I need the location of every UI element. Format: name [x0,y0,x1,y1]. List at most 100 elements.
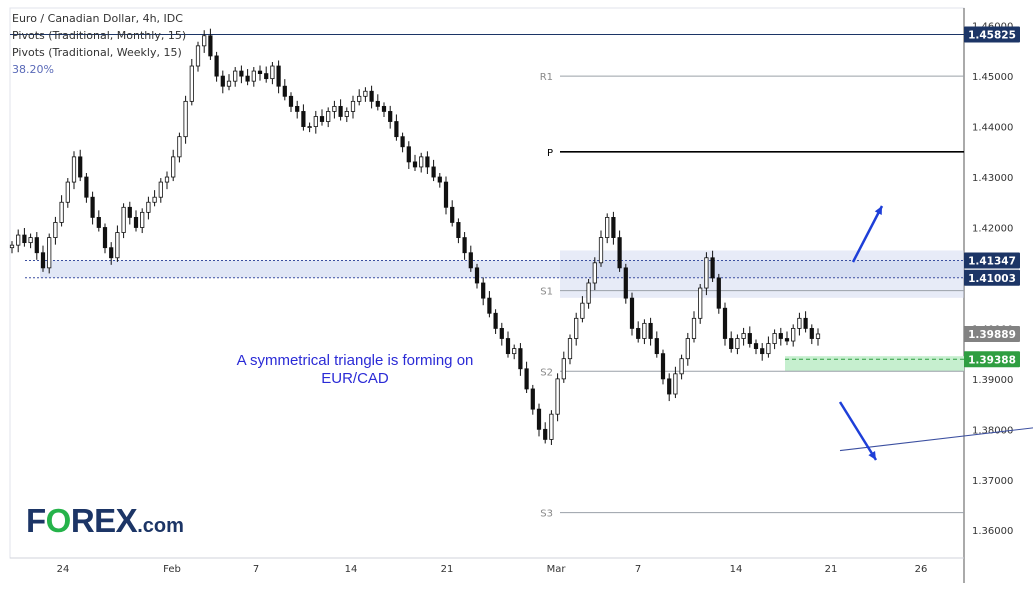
candle-body [171,156,176,178]
y-tick-label: 1.37000 [972,476,1013,487]
y-tick-label: 1.45000 [972,72,1013,83]
candle-body [16,234,21,246]
candle-body [555,378,560,415]
candle-body [239,70,244,77]
candle-body [270,65,275,80]
candle-body [766,343,771,355]
candle-body [233,70,238,82]
pivot-label-s1: S1 [540,287,553,298]
candle-body [685,338,690,360]
candle-body [282,85,287,97]
candle-body [567,338,573,360]
candle-body [96,217,101,228]
y-tick-label: 1.42000 [972,223,1013,234]
candle-body [388,111,393,122]
bullish-arrow-head [874,206,882,215]
x-tick-label: 7 [253,564,259,575]
candle-body [288,95,294,107]
candle-body [40,252,46,269]
symbol-title: Euro / Canadian Dollar, 4h, IDC [12,12,183,25]
candle-body [543,428,548,440]
candle-body [611,217,616,238]
candle-body [146,201,151,213]
candle-body [704,257,709,289]
candle-body [462,237,467,254]
candle-body [406,146,411,163]
x-tick-label: 24 [57,564,70,575]
price-badge-label: 1.41347 [968,255,1016,267]
bearish-arrow-head [868,451,876,460]
candle-body [9,244,15,249]
x-tick-label: 14 [730,564,743,575]
candle-body [115,232,120,259]
candle-body [437,176,442,183]
candle-body [338,105,343,117]
logo-brand-rex: REX [70,502,138,539]
pivot-label-p: P [547,148,553,159]
candle-body [307,126,312,128]
fib-level-label: 38.20% [12,63,54,76]
price-badge-label: 1.39889 [968,329,1016,341]
candle-body [648,322,653,339]
candle-body [586,282,591,304]
candle-body [158,181,163,198]
candle-body [654,338,659,355]
candle-body [753,343,759,349]
logo-domain: .com [137,515,184,537]
candle-body [710,257,715,279]
candle-body [691,317,697,339]
candle-body [605,217,610,238]
candle-body [636,328,641,339]
triangle-lower-line [839,427,1033,452]
candle-body [629,297,635,329]
price-badge-bg [964,326,1020,343]
candle-body [549,413,554,440]
candle-body [313,116,318,127]
candle-body [778,333,783,339]
candle-body [729,338,734,349]
candle-body [660,353,666,380]
candle-body [481,282,486,299]
candle-body [326,111,331,122]
candle-body [815,333,821,339]
bearish-arrow [838,401,878,461]
x-tick-label: 7 [635,564,641,575]
candle-body [53,222,58,238]
candle-body [276,65,281,87]
candle-body [803,317,808,329]
candle-body [784,338,790,342]
candle-body [505,338,511,355]
candle-body [226,80,232,87]
candle-body [47,237,52,269]
indicator-monthly-pivots[interactable]: Pivots (Traditional, Monthly, 15) [12,29,187,42]
candle-body [28,237,33,244]
candle-body [78,156,83,178]
candle-body [59,201,64,223]
x-tick-label: 26 [915,564,928,575]
bullish-arrow [851,205,884,263]
candle-body [512,348,517,355]
candle-body [741,333,746,339]
candle-body [809,328,814,339]
candle-body [220,75,225,87]
candle-body [735,338,740,349]
y-tick-label: 1.43000 [972,173,1013,184]
pivot-label-s3: S3 [540,509,553,520]
logo-brand-f: F [26,502,46,539]
candle-body [381,105,387,112]
indicator-weekly-pivots[interactable]: Pivots (Traditional, Weekly, 15) [12,46,182,59]
candle-body [791,328,796,342]
candle-body [561,358,566,380]
candle-body [797,317,802,329]
candle-body [319,116,325,122]
candle-body [152,196,157,203]
candle-body [667,378,672,395]
candle-body [536,408,542,430]
candle-body [344,111,349,117]
candle-body [195,45,201,67]
y-tick-label: 1.39000 [972,375,1013,386]
candle-body [468,252,473,269]
candle-body [716,277,721,309]
candle-body [679,358,684,375]
